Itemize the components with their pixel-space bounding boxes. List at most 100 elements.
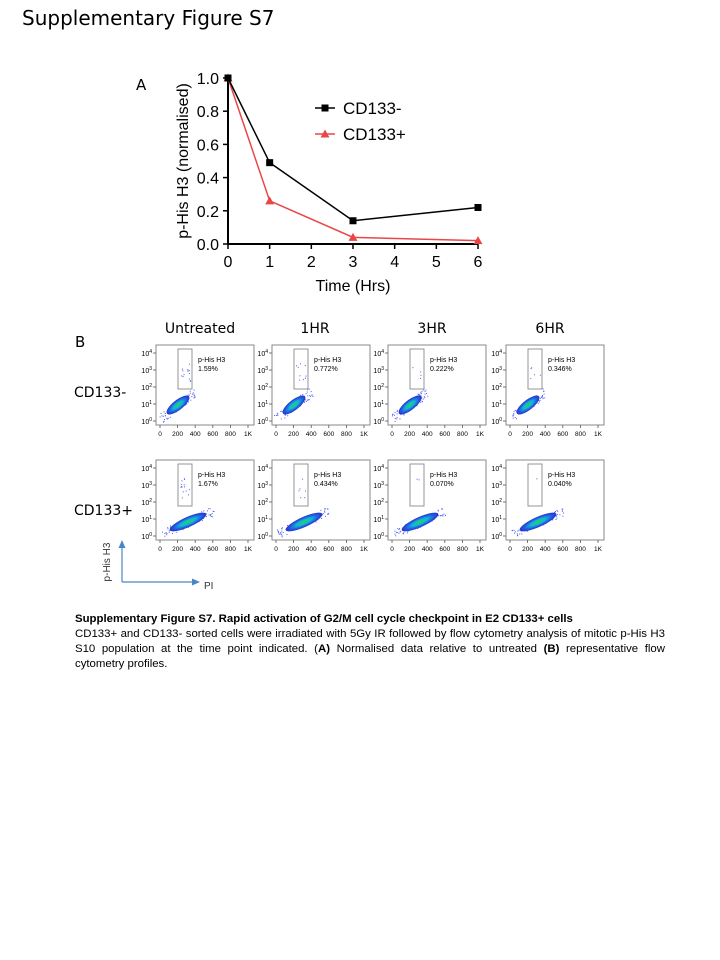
cell-population <box>282 395 306 415</box>
event-dot <box>287 524 289 526</box>
data-point <box>224 74 232 82</box>
event-dot <box>407 530 409 532</box>
event-dot <box>167 527 169 529</box>
event-dot <box>210 515 212 517</box>
event-dot <box>193 397 195 399</box>
y-tick-label: 103 <box>257 366 268 375</box>
column-header-untreated: Untreated <box>164 321 236 337</box>
event-dot <box>279 533 281 535</box>
event-dot <box>394 418 396 420</box>
event-dot <box>307 399 309 401</box>
event-dot <box>396 532 398 534</box>
caption-body-2: Normalised data relative to untreated <box>330 643 544 655</box>
event-dot <box>516 533 518 535</box>
cell-population <box>285 512 323 532</box>
event-dot <box>168 530 170 532</box>
y-tick-label: 101 <box>141 400 152 409</box>
event-dot <box>305 399 307 401</box>
event-dot <box>167 528 169 530</box>
event-dot <box>394 420 396 422</box>
event-dot <box>394 530 396 532</box>
arrow-right-icon <box>192 578 200 586</box>
event-dot <box>211 513 213 515</box>
event-dot <box>555 518 557 520</box>
event-dot <box>168 531 170 533</box>
x-tick-label: 0 <box>508 546 512 553</box>
event-dot <box>281 535 283 537</box>
x-tick-label: 200 <box>522 431 533 438</box>
y-tick-exponent: 1 <box>265 515 268 521</box>
gated-event <box>185 490 187 492</box>
caption-body-3: representative flow cytometry profiles. <box>75 643 665 670</box>
event-dot <box>512 417 514 419</box>
y-tick-exponent: 0 <box>149 532 152 538</box>
event-dot <box>515 410 517 412</box>
column-header-1hr: 1HR <box>300 321 330 337</box>
y-tick-exponent: 1 <box>381 515 384 521</box>
gated-event <box>302 478 304 480</box>
event-dot <box>201 511 203 513</box>
event-dot <box>281 530 283 532</box>
p-his-h3-gate <box>409 463 425 507</box>
cell-population <box>166 395 190 415</box>
cell-population <box>398 395 422 415</box>
data-point <box>474 203 482 211</box>
event-dot <box>274 414 276 416</box>
event-dot <box>406 532 408 534</box>
y-tick-exponent: 3 <box>265 481 268 487</box>
x-tick-label: 0 <box>224 254 233 271</box>
line-chart: 0.0 0.2 0.4 0.6 0.8 1.0 0 1 2 3 4 5 6 Time (Hrs) p-His… <box>175 71 483 295</box>
gated-event <box>188 489 190 491</box>
event-dot <box>208 508 210 510</box>
event-dot <box>551 519 553 521</box>
figure-caption: Supplementary Figure S7. Rapid activatio… <box>75 612 665 672</box>
event-dot <box>418 393 420 395</box>
data-point <box>348 232 358 241</box>
event-dot <box>300 394 302 396</box>
x-tick-label: 4 <box>390 254 399 271</box>
x-tick-label: 600 <box>207 546 218 553</box>
y-tick-exponent: 0 <box>149 417 152 423</box>
event-dot <box>556 513 558 515</box>
gated-event <box>304 497 306 499</box>
gated-event <box>188 378 190 380</box>
y-tick-exponent: 4 <box>265 349 268 355</box>
event-dot <box>211 516 213 518</box>
event-dot <box>553 511 555 513</box>
event-dot <box>188 394 190 396</box>
x-tick-label: 600 <box>557 546 568 553</box>
gated-event <box>187 369 189 371</box>
event-dot <box>167 417 169 419</box>
event-dot <box>324 508 326 510</box>
cell-population <box>169 512 207 532</box>
event-dot <box>203 510 205 512</box>
y-tick-label: 1.0 <box>197 71 219 88</box>
y-tick-exponent: 2 <box>265 498 268 504</box>
gated-event <box>184 478 186 480</box>
y-tick-label: 104 <box>141 349 152 358</box>
event-dot <box>212 510 214 512</box>
event-dot <box>527 530 529 532</box>
event-dot <box>282 532 284 534</box>
y-tick-label: 104 <box>257 349 268 358</box>
x-tick-label: 200 <box>172 431 183 438</box>
row-header-cd133-neg: CD133- <box>74 385 127 401</box>
y-tick-exponent: 2 <box>149 498 152 504</box>
event-dot <box>308 399 310 401</box>
gated-event <box>299 375 301 377</box>
event-dot <box>420 399 422 401</box>
event-dot <box>312 395 314 397</box>
x-tick-label: 200 <box>288 546 299 553</box>
y-tick-label: 100 <box>373 417 384 426</box>
event-dot <box>281 533 283 535</box>
y-tick-exponent: 1 <box>149 515 152 521</box>
event-dot <box>166 532 168 534</box>
x-tick-label: 200 <box>288 431 299 438</box>
gated-event <box>181 375 183 377</box>
event-dot <box>278 533 280 535</box>
event-dot <box>187 526 189 528</box>
y-tick-label: 102 <box>373 498 384 507</box>
y-tick-label: 100 <box>373 532 384 541</box>
chart-legend: CD133- CD133+ <box>315 99 406 144</box>
